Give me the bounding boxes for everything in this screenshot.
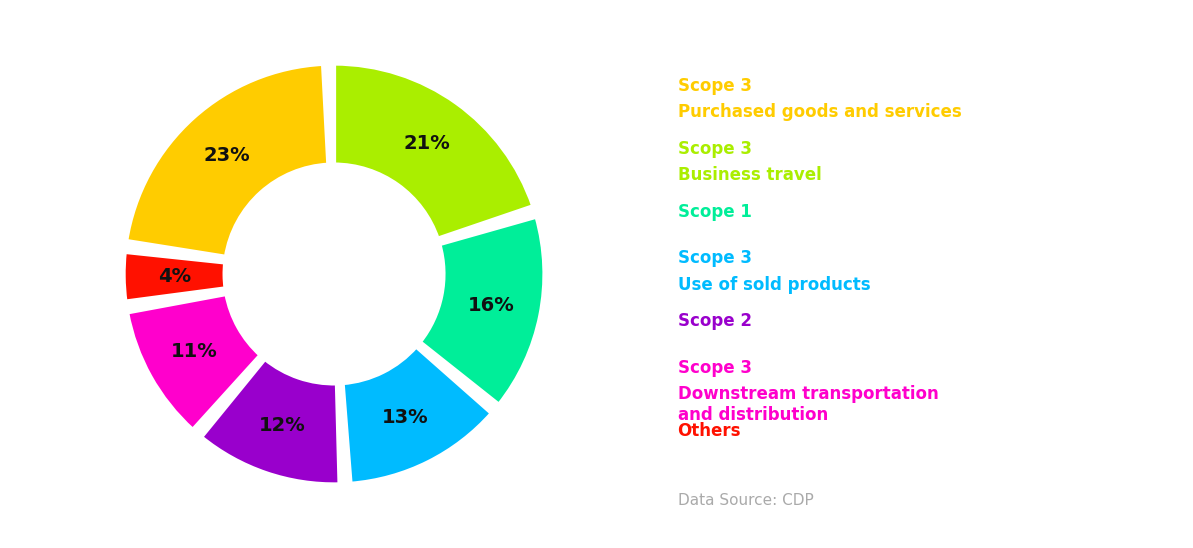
Text: 11%: 11% xyxy=(171,342,218,362)
Wedge shape xyxy=(124,252,225,301)
Text: Scope 1: Scope 1 xyxy=(678,203,752,221)
Text: 16%: 16% xyxy=(468,296,514,315)
Wedge shape xyxy=(202,359,340,484)
Text: Business travel: Business travel xyxy=(678,166,821,184)
Text: Data Source: CDP: Data Source: CDP xyxy=(678,493,814,508)
Text: Scope 3: Scope 3 xyxy=(678,77,752,95)
Wedge shape xyxy=(126,64,328,257)
Text: Scope 3: Scope 3 xyxy=(678,249,752,267)
Wedge shape xyxy=(342,346,492,484)
Wedge shape xyxy=(420,216,544,405)
Text: Others: Others xyxy=(678,422,741,440)
Text: 12%: 12% xyxy=(259,416,305,435)
Text: 21%: 21% xyxy=(403,134,451,153)
Text: 23%: 23% xyxy=(204,146,251,164)
Text: Purchased goods and services: Purchased goods and services xyxy=(678,103,962,121)
Text: Downstream transportation
and distribution: Downstream transportation and distributi… xyxy=(678,385,939,424)
Text: Scope 3: Scope 3 xyxy=(678,359,752,377)
Text: Scope 2: Scope 2 xyxy=(678,312,752,330)
Text: Use of sold products: Use of sold products xyxy=(678,276,870,294)
Text: 4%: 4% xyxy=(157,266,191,286)
Wedge shape xyxy=(128,294,260,430)
Wedge shape xyxy=(334,64,533,239)
Text: 13%: 13% xyxy=(382,408,428,426)
Text: Scope 3: Scope 3 xyxy=(678,140,752,158)
